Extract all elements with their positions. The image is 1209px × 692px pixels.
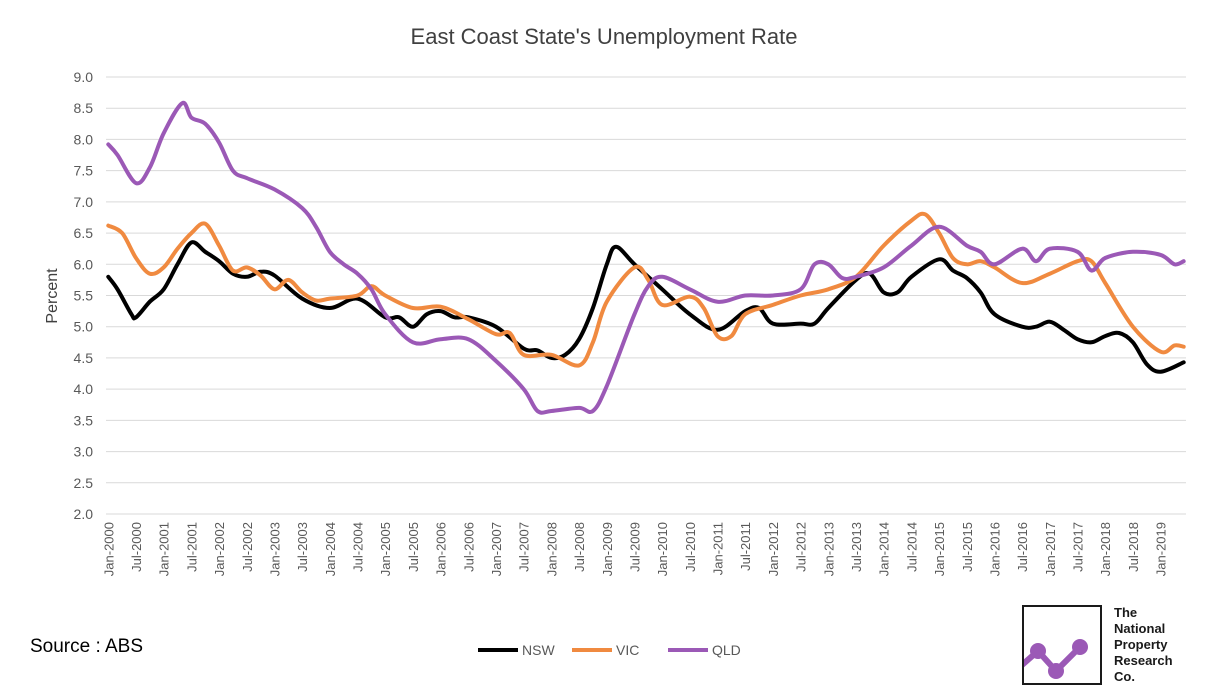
x-tick-label: Jan-2007	[489, 522, 504, 576]
x-tick-label: Jan-2013	[821, 522, 836, 576]
x-tick-label: Jul-2000	[129, 522, 144, 572]
x-tick-label: Jan-2008	[544, 522, 559, 576]
x-tick-label: Jul-2011	[738, 522, 753, 571]
x-tick-label: Jul-2010	[683, 522, 698, 572]
logo-line-3: Property	[1114, 637, 1168, 652]
y-axis-label: Percent	[44, 268, 61, 324]
y-tick-label: 8.0	[74, 131, 94, 147]
x-tick-label: Jul-2012	[794, 522, 809, 572]
y-axis-ticks: 2.0 2.5 3.0 3.5 4.0 4.5 5.0 5.5 6.0 6.5 7.0 7.5 8.0 8…	[74, 69, 94, 522]
y-tick-label: 3.0	[74, 444, 94, 460]
x-tick-label: Jul-2017	[1071, 522, 1086, 572]
logo-line-2: National	[1114, 621, 1166, 636]
y-tick-label: 2.5	[74, 475, 94, 491]
legend-label-nsw: NSW	[522, 642, 555, 658]
series-line-nsw	[106, 240, 1186, 374]
x-tick-label: Jan-2009	[600, 522, 615, 576]
x-tick-label: Jan-2000	[101, 522, 116, 576]
x-tick-label: Jul-2009	[627, 522, 642, 572]
logo-line-5: Co.	[1114, 669, 1135, 684]
x-tick-label: Jan-2003	[267, 522, 282, 576]
x-tick-label: Jul-2013	[849, 522, 864, 572]
x-tick-label: Jul-2005	[406, 522, 421, 572]
logo-icon-box	[1019, 605, 1102, 685]
y-tick-label: 6.5	[74, 225, 94, 241]
x-tick-label: Jan-2018	[1098, 522, 1113, 576]
y-tick-label: 7.0	[74, 194, 94, 210]
y-tick-label: 4.0	[74, 381, 94, 397]
source-note: Source : ABS	[30, 636, 144, 657]
legend-label-vic: VIC	[616, 642, 639, 658]
x-tick-label: Jul-2015	[960, 522, 975, 572]
y-tick-label: 8.5	[74, 100, 94, 116]
y-tick-label: 6.0	[74, 256, 94, 272]
x-tick-label: Jul-2006	[461, 522, 476, 572]
x-tick-label: Jul-2002	[240, 522, 255, 572]
x-tick-label: Jan-2015	[932, 522, 947, 576]
x-tick-label: Jan-2014	[877, 522, 892, 576]
legend-label-qld: QLD	[712, 642, 741, 658]
logo-line-4: Research	[1114, 653, 1173, 668]
x-tick-label: Jan-2002	[212, 522, 227, 576]
x-tick-label: Jan-2017	[1043, 522, 1058, 576]
company-logo: The National Property Research Co.	[1019, 605, 1200, 687]
logo-line-1: The	[1114, 605, 1138, 620]
x-tick-label: Jul-2018	[1126, 522, 1141, 572]
x-tick-label: Jul-2001	[184, 522, 199, 572]
x-tick-label: Jan-2011	[711, 522, 726, 575]
y-tick-label: 2.0	[74, 506, 94, 522]
gridlines	[106, 76, 1186, 515]
logo-text: The National Property Research Co.	[1114, 605, 1173, 685]
x-tick-label: Jan-2016	[987, 522, 1002, 576]
y-tick-label: 5.0	[74, 319, 94, 335]
y-tick-label: 3.5	[74, 412, 94, 428]
legend: NSW VIC QLD	[478, 642, 741, 658]
series-line-qld	[106, 100, 1186, 415]
x-tick-label: Jan-2019	[1154, 522, 1169, 576]
x-tick-label: Jan-2004	[323, 522, 338, 576]
series-lines	[106, 100, 1186, 415]
trend-line-icon	[1019, 639, 1088, 679]
x-tick-label: Jan-2001	[157, 522, 172, 576]
series-line-vic	[106, 211, 1186, 368]
x-tick-label: Jan-2012	[766, 522, 781, 576]
y-tick-label: 7.5	[74, 163, 94, 179]
y-tick-label: 4.5	[74, 350, 94, 366]
y-tick-label: 5.5	[74, 288, 94, 304]
x-tick-label: Jul-2008	[572, 522, 587, 572]
x-tick-label: Jul-2003	[295, 522, 310, 572]
x-axis-ticks: Jan-2000 Jul-2000 Jan-2001 Jul-2001 Jan-2002…	[101, 522, 1168, 576]
y-tick-label: 9.0	[74, 69, 94, 85]
x-tick-label: Jan-2005	[378, 522, 393, 576]
x-tick-label: Jul-2004	[351, 522, 366, 572]
x-tick-label: Jan-2010	[655, 522, 670, 576]
chart-title: East Coast State's Unemployment Rate	[411, 24, 798, 49]
x-tick-label: Jul-2016	[1015, 522, 1030, 572]
x-tick-label: Jul-2007	[517, 522, 532, 572]
x-tick-label: Jan-2006	[434, 522, 449, 576]
x-tick-label: Jul-2014	[904, 522, 919, 572]
